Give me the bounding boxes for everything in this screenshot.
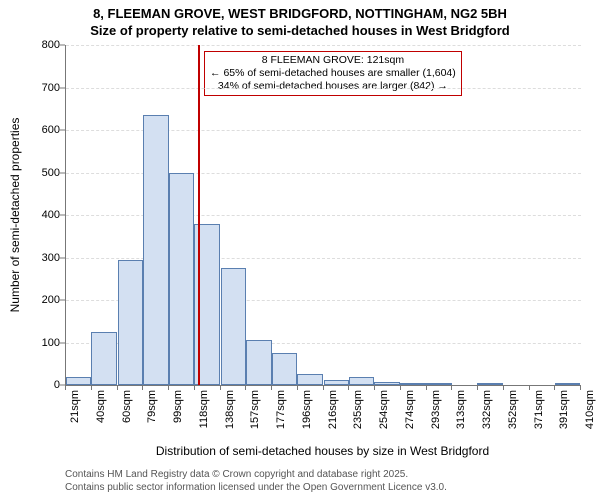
- histogram-bar: [272, 353, 297, 385]
- y-tick-label: 600: [25, 124, 60, 136]
- footer-line1: Contains HM Land Registry data © Crown c…: [65, 468, 447, 481]
- x-tick-label: 79sqm: [146, 390, 158, 423]
- x-tick-label: 235sqm: [352, 390, 364, 429]
- x-tick-mark: [503, 385, 504, 390]
- x-tick-mark: [271, 385, 272, 390]
- y-tick-label: 0: [25, 379, 60, 391]
- plot-area: 8 FLEEMAN GROVE: 121sqm ← 65% of semi-de…: [65, 45, 581, 386]
- histogram-bar: [118, 260, 143, 385]
- x-tick-label: 60sqm: [121, 390, 133, 423]
- x-tick-label: 371sqm: [533, 390, 545, 429]
- x-tick-mark: [220, 385, 221, 390]
- x-tick-label: 274sqm: [404, 390, 416, 429]
- y-tick-mark: [60, 172, 65, 173]
- x-tick-label: 352sqm: [507, 390, 519, 429]
- histogram-bar: [143, 115, 169, 385]
- x-tick-label: 196sqm: [301, 390, 313, 429]
- histogram-bar: [555, 383, 580, 385]
- annotation-line2: ← 65% of semi-detached houses are smalle…: [210, 67, 456, 80]
- footer-text: Contains HM Land Registry data © Crown c…: [65, 468, 447, 494]
- x-tick-mark: [477, 385, 478, 390]
- x-axis-label: Distribution of semi-detached houses by …: [65, 444, 580, 458]
- x-tick-mark: [297, 385, 298, 390]
- y-tick-mark: [60, 130, 65, 131]
- x-tick-mark: [117, 385, 118, 390]
- x-tick-mark: [91, 385, 92, 390]
- x-tick-label: 293sqm: [430, 390, 442, 429]
- histogram-bar: [400, 383, 425, 385]
- y-tick-label: 200: [25, 294, 60, 306]
- x-tick-label: 99sqm: [172, 390, 184, 423]
- x-tick-mark: [426, 385, 427, 390]
- x-tick-label: 313sqm: [455, 390, 467, 429]
- histogram-bar: [374, 382, 400, 385]
- x-tick-mark: [168, 385, 169, 390]
- x-tick-label: 118sqm: [198, 390, 210, 428]
- y-tick-mark: [60, 257, 65, 258]
- histogram-bar: [349, 377, 374, 386]
- x-tick-mark: [374, 385, 375, 390]
- y-tick-mark: [60, 45, 65, 46]
- y-tick-mark: [60, 300, 65, 301]
- histogram-bar: [66, 377, 91, 386]
- histogram-bar: [477, 383, 503, 385]
- histogram-bar: [169, 173, 194, 386]
- x-tick-label: 254sqm: [378, 390, 390, 429]
- x-tick-label: 216sqm: [327, 390, 339, 429]
- reference-line: [198, 45, 200, 385]
- histogram-bar: [221, 268, 246, 385]
- x-tick-mark: [323, 385, 324, 390]
- y-tick-label: 400: [25, 209, 60, 221]
- x-tick-mark: [142, 385, 143, 390]
- x-tick-mark: [400, 385, 401, 390]
- x-tick-label: 40sqm: [95, 390, 107, 423]
- x-tick-label: 332sqm: [481, 390, 493, 429]
- x-tick-mark: [194, 385, 195, 390]
- x-tick-label: 21sqm: [69, 390, 81, 423]
- x-tick-mark: [529, 385, 530, 390]
- x-tick-label: 177sqm: [275, 390, 287, 429]
- histogram-bar: [246, 340, 272, 385]
- y-tick-label: 700: [25, 82, 60, 94]
- y-tick-label: 100: [25, 337, 60, 349]
- x-tick-mark: [65, 385, 66, 390]
- chart-title-line1: 8, FLEEMAN GROVE, WEST BRIDGFORD, NOTTIN…: [0, 6, 600, 21]
- y-tick-mark: [60, 87, 65, 88]
- x-tick-mark: [580, 385, 581, 390]
- gridline: [66, 45, 581, 46]
- y-axis-label: Number of semi-detached properties: [8, 118, 22, 313]
- histogram-bar: [425, 383, 451, 385]
- y-tick-label: 800: [25, 39, 60, 51]
- footer-line2: Contains public sector information licen…: [65, 481, 447, 494]
- x-tick-label: 410sqm: [584, 390, 596, 429]
- histogram-bar: [91, 332, 117, 385]
- x-tick-label: 391sqm: [558, 390, 570, 429]
- y-tick-label: 300: [25, 252, 60, 264]
- annotation-line1: 8 FLEEMAN GROVE: 121sqm: [210, 54, 456, 67]
- x-tick-label: 157sqm: [249, 390, 261, 429]
- x-tick-mark: [245, 385, 246, 390]
- x-tick-mark: [554, 385, 555, 390]
- annotation-box: 8 FLEEMAN GROVE: 121sqm ← 65% of semi-de…: [204, 51, 462, 96]
- y-tick-label: 500: [25, 167, 60, 179]
- y-tick-mark: [60, 215, 65, 216]
- histogram-bar: [324, 380, 349, 385]
- x-tick-mark: [348, 385, 349, 390]
- y-tick-mark: [60, 342, 65, 343]
- chart-title-line2: Size of property relative to semi-detach…: [0, 23, 600, 38]
- gridline: [66, 88, 581, 89]
- x-tick-mark: [451, 385, 452, 390]
- histogram-bar: [297, 374, 323, 385]
- x-tick-label: 138sqm: [224, 390, 236, 429]
